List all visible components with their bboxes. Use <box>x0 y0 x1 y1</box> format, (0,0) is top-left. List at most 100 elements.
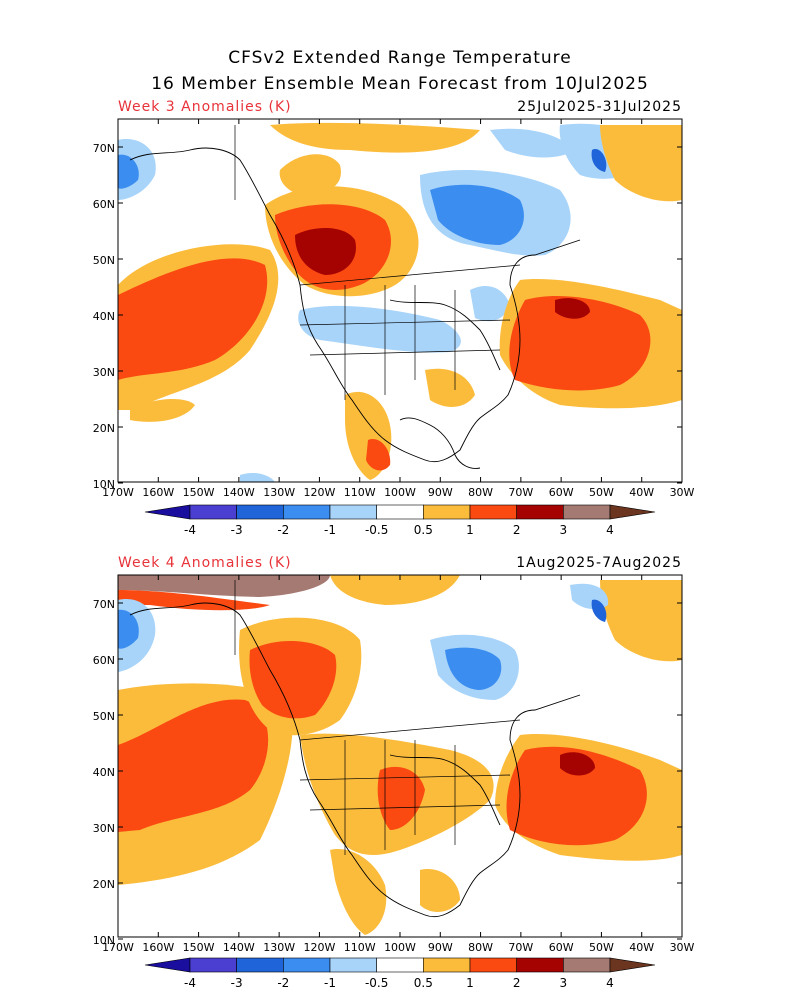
lon-label: 60W <box>549 941 574 954</box>
colorbar-box <box>469 504 517 520</box>
colorbar-box <box>516 957 564 973</box>
lon-label: 150W <box>183 486 215 499</box>
week3-label: Week 3 Anomalies (K) <box>118 99 292 115</box>
colorbar-box <box>516 504 564 520</box>
colorbar-box <box>236 504 284 520</box>
colorbar-tick-label: -4 <box>184 976 196 990</box>
colorbar-box <box>563 504 611 520</box>
colorbar-tick-label: -0.5 <box>365 523 388 537</box>
colorbar-tick-label: 2 <box>513 976 521 990</box>
colorbar-box <box>236 957 284 973</box>
colorbar-tick-label: 4 <box>606 523 614 537</box>
lon-label: 90W <box>428 941 453 954</box>
week4-anomaly-fields <box>118 575 682 935</box>
week4-frame <box>117 574 683 938</box>
week3-dates: 25Jul2025-31Jul2025 <box>517 99 682 115</box>
lon-label: 170W <box>102 486 134 499</box>
colorbar-box <box>283 957 331 973</box>
lon-label: 160W <box>142 941 174 954</box>
colorbar-tick-label: 0.5 <box>414 523 433 537</box>
lon-label: 120W <box>303 486 335 499</box>
colorbar-tick-label: -1 <box>324 976 336 990</box>
week4-state-lines <box>234 580 521 855</box>
lat-label: 70N <box>93 142 115 155</box>
lon-label: 90W <box>428 486 453 499</box>
week4-coastlines <box>129 602 581 918</box>
colorbar-box <box>283 504 331 520</box>
week3-coastlines <box>129 147 581 469</box>
colorbar-tick-label: -1 <box>324 523 336 537</box>
lat-label: 40N <box>93 766 115 779</box>
lat-label: 10N <box>93 478 115 491</box>
lon-label: 110W <box>344 941 376 954</box>
lat-label: 50N <box>93 710 115 723</box>
colorbar-arrow-low <box>144 504 191 520</box>
colorbar-box <box>189 504 237 520</box>
colorbar-tick-label: 0.5 <box>414 976 433 990</box>
lon-label: 170W <box>102 941 134 954</box>
colorbar-tick-label: -2 <box>277 976 289 990</box>
lon-label: 140W <box>223 941 255 954</box>
colorbar-box <box>423 504 471 520</box>
lat-label: 50N <box>93 254 115 267</box>
colorbar-week4: -4 -3 -2 -1 -0.5 0.5 1 2 3 4 <box>144 957 656 990</box>
lat-label: 30N <box>93 366 115 379</box>
lat-label: 30N <box>93 822 115 835</box>
lon-label: 60W <box>549 486 574 499</box>
colorbar-tick-label: -0.5 <box>365 976 388 990</box>
colorbar-week3: -4 -3 -2 -1 -0.5 0.5 1 2 3 4 <box>144 504 656 537</box>
colorbar-box <box>563 957 611 973</box>
lon-label: 130W <box>263 941 295 954</box>
lon-label: 140W <box>223 486 255 499</box>
title-line-2: 16 Member Ensemble Mean Forecast from 10… <box>151 74 649 94</box>
lon-label: 110W <box>344 486 376 499</box>
colorbar-tick-label: 1 <box>466 976 474 990</box>
colorbar-tick-label: -3 <box>231 976 243 990</box>
lon-label: 30W <box>670 941 695 954</box>
lon-label: 120W <box>303 941 335 954</box>
colorbar-box <box>376 504 424 520</box>
lon-label: 70W <box>508 941 533 954</box>
lon-label: 100W <box>384 941 416 954</box>
title-line-1: CFSv2 Extended Range Temperature <box>228 48 572 68</box>
lon-label: 30W <box>670 486 695 499</box>
colorbar-box <box>329 957 377 973</box>
colorbar-tick-label: 2 <box>513 523 521 537</box>
week3-state-lines <box>234 125 521 400</box>
colorbar-arrow-high <box>609 957 656 973</box>
colorbar-box <box>189 957 237 973</box>
colorbar-box <box>423 957 471 973</box>
lon-label: 100W <box>384 486 416 499</box>
lon-label: 50W <box>589 486 614 499</box>
lon-label: 40W <box>629 941 654 954</box>
lat-label: 20N <box>93 878 115 891</box>
week3-frame <box>117 118 683 483</box>
colorbar-tick-label: -3 <box>231 523 243 537</box>
lat-label: 10N <box>93 934 115 947</box>
colorbar-box <box>329 504 377 520</box>
week4-label: Week 4 Anomalies (K) <box>118 555 292 571</box>
lon-label: 80W <box>468 486 493 499</box>
week4-dates: 1Aug2025-7Aug2025 <box>516 555 682 571</box>
lat-label: 60N <box>93 198 115 211</box>
colorbar-arrow-low <box>144 957 191 973</box>
colorbar-arrow-high <box>609 504 656 520</box>
lat-label: 20N <box>93 422 115 435</box>
colorbar-tick-label: 1 <box>466 523 474 537</box>
lon-label: 150W <box>183 941 215 954</box>
lat-label: 40N <box>93 310 115 323</box>
lon-label: 80W <box>468 941 493 954</box>
colorbar-box <box>376 957 424 973</box>
colorbar-tick-label: -2 <box>277 523 289 537</box>
colorbar-tick-label: 4 <box>606 976 614 990</box>
lat-label: 60N <box>93 654 115 667</box>
lon-label: 50W <box>589 941 614 954</box>
lon-label: 40W <box>629 486 654 499</box>
lat-label: 70N <box>93 598 115 611</box>
week3-anomaly-fields <box>118 122 682 482</box>
